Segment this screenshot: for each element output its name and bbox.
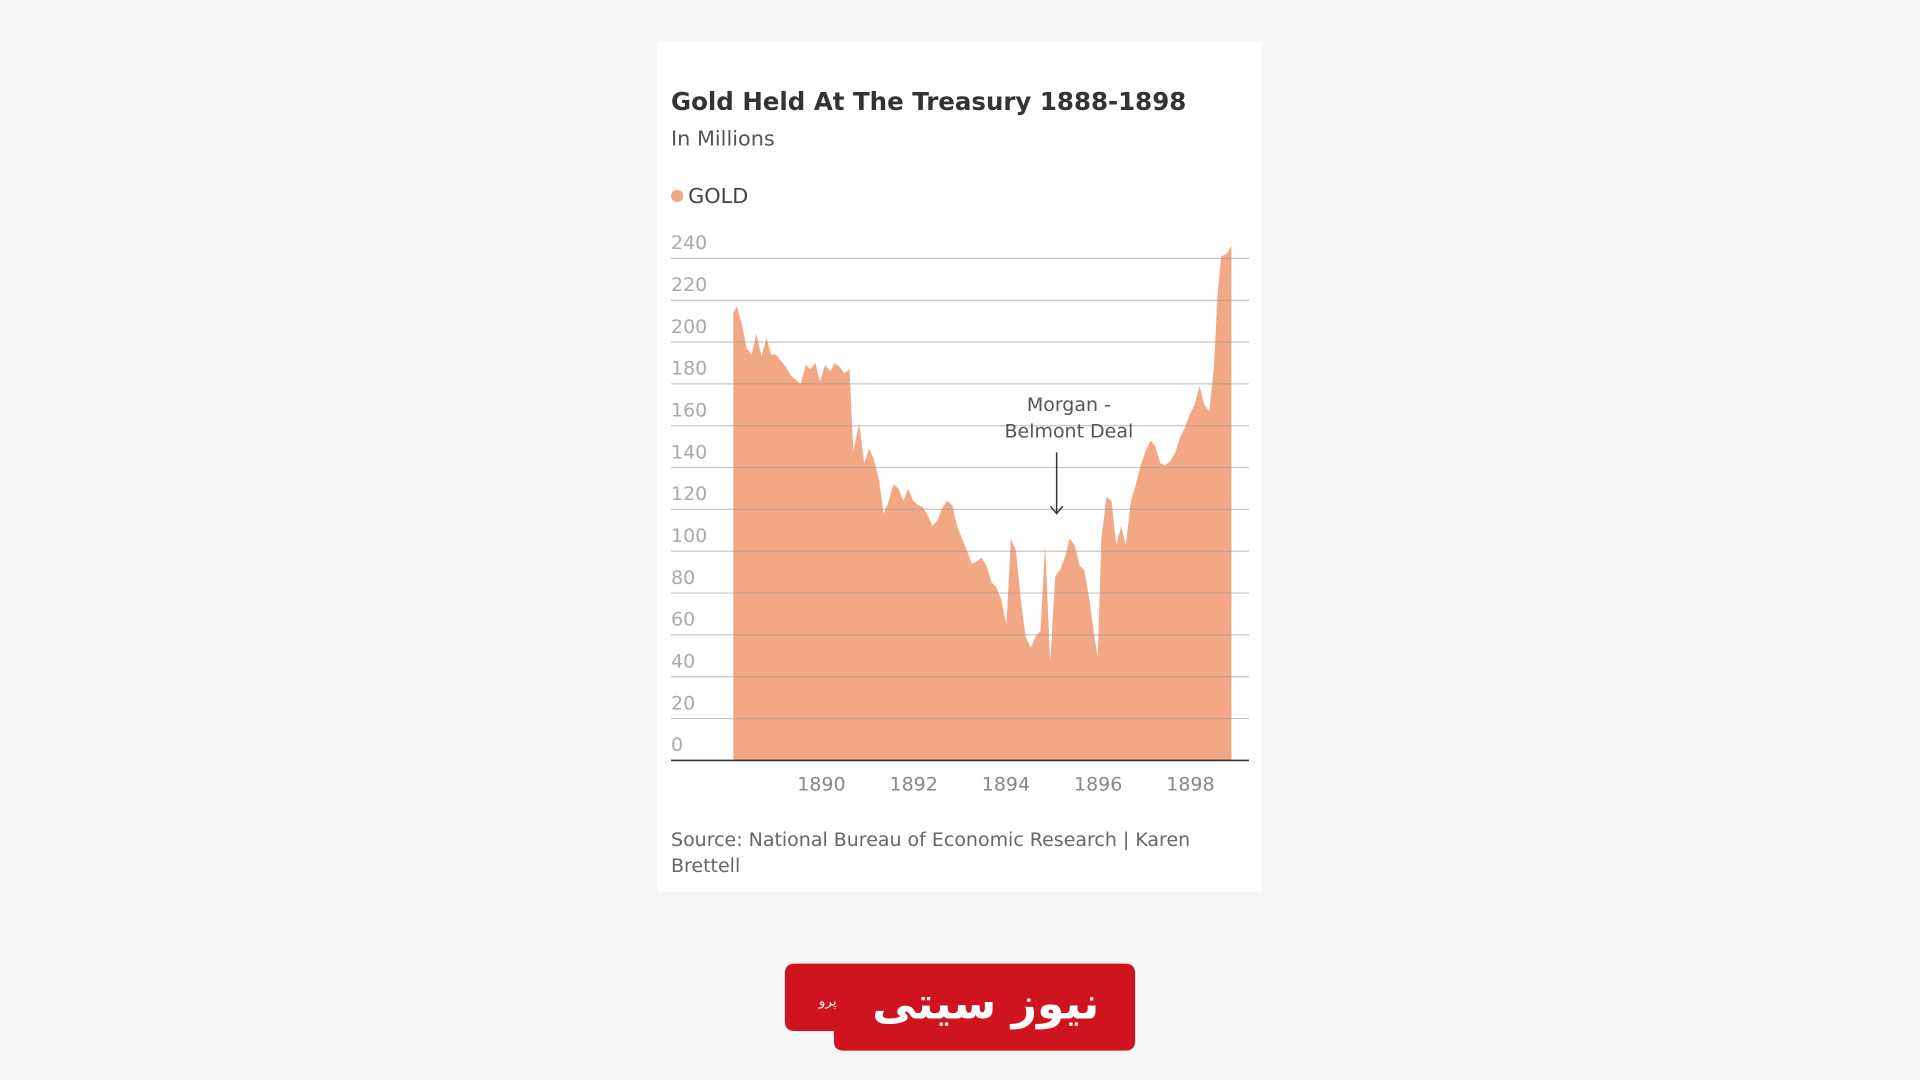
x-tick-label: 1896 [1074,773,1122,795]
y-tick-label: 20 [671,692,695,714]
logo-small: پرو [818,995,837,1010]
y-tick-label: 100 [671,525,707,547]
logo-text: نیوز سیتی [872,979,1099,1030]
y-tick-label: 0 [671,734,683,756]
y-tick-label: 180 [671,358,707,380]
annotation-text: Belmont Deal [1005,421,1134,443]
y-tick-label: 240 [671,232,707,254]
legend-swatch [671,189,684,203]
x-tick-label: 1890 [797,773,845,795]
legend-label: GOLD [688,184,748,208]
logo-badge [784,963,1136,1051]
chart-subtitle: In Millions [671,127,775,151]
y-tick-label: 140 [671,441,707,463]
source: Source: National Bureau of Economic Rese… [671,828,1191,877]
source-box: Source: National Bureau of Economic Rese… [671,828,1191,877]
annotation-arrowhead [1049,505,1064,515]
annotation-text: Morgan - [1027,394,1111,416]
x-tick-label: 1894 [982,773,1030,795]
y-tick-label: 160 [671,400,707,422]
y-tick-label: 40 [671,651,695,673]
x-tick-label: 1898 [1166,773,1214,795]
y-tick-label: 120 [671,483,707,505]
area [733,245,1232,761]
y-tick-label: 200 [671,316,707,338]
y-tick-label: 80 [671,567,695,589]
x-tick-label: 1892 [890,773,938,795]
chart-title: Gold Held At The Treasury 1888-1898 [671,87,1186,116]
y-tick-label: 220 [671,274,707,296]
y-tick-label: 60 [671,609,695,631]
